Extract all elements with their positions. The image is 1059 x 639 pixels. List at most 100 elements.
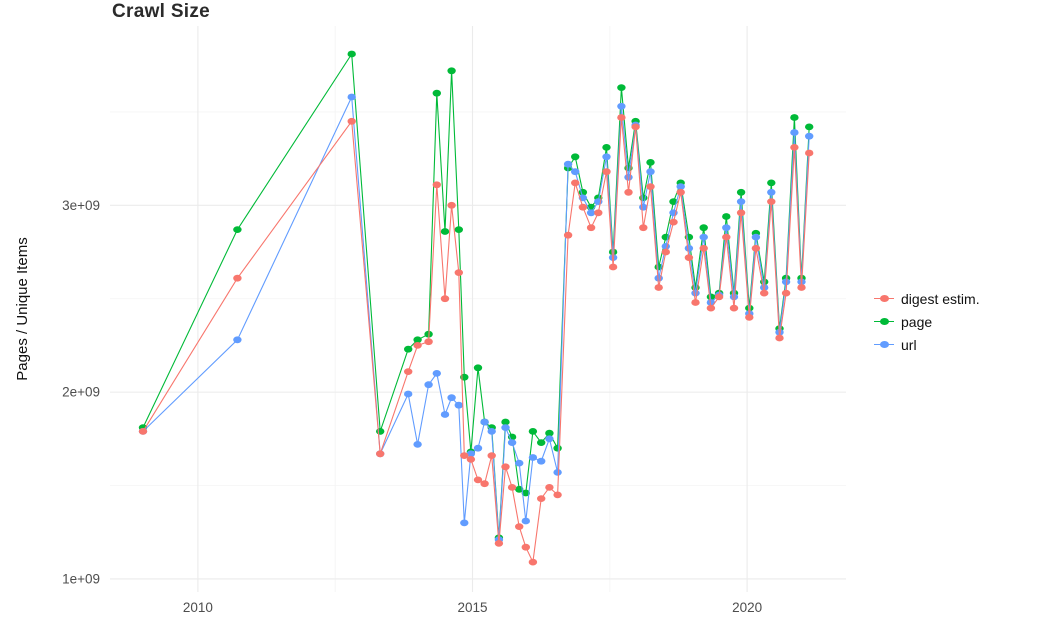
legend-label-url: url	[901, 336, 917, 353]
data-point-page	[515, 485, 524, 493]
data-point-digest-estim	[654, 284, 663, 291]
data-point-digest-estim	[760, 289, 769, 297]
legend-dot-icon	[880, 295, 889, 302]
data-point-digest-estim	[736, 209, 746, 217]
data-point-url	[624, 173, 633, 181]
data-point-url	[233, 336, 242, 344]
data-point-url	[805, 132, 814, 140]
data-point-digest-estim	[494, 540, 504, 547]
data-point-digest-estim	[805, 149, 814, 157]
data-point-page	[521, 489, 530, 497]
data-point-digest-estim	[460, 452, 469, 459]
data-point-digest-estim	[376, 450, 385, 458]
data-point-url	[736, 198, 746, 206]
data-point-page	[553, 444, 562, 452]
legend-key	[874, 292, 894, 306]
data-point-digest-estim	[447, 201, 456, 209]
data-point-digest-estim	[545, 484, 554, 491]
data-point-digest-estim	[578, 203, 588, 211]
data-point-digest-estim	[440, 295, 450, 303]
data-point-url	[447, 394, 456, 402]
data-point-url	[454, 401, 463, 409]
data-point-url	[507, 439, 517, 446]
data-point-url	[602, 153, 611, 161]
data-point-digest-estim	[714, 293, 724, 301]
data-point-digest-estim	[646, 183, 655, 191]
data-point-digest-estim	[571, 179, 580, 187]
data-point-digest-estim	[745, 314, 754, 321]
legend-label-page: page	[901, 313, 933, 330]
data-point-url	[790, 129, 799, 136]
data-point-url	[537, 457, 546, 465]
data-point-digest-estim	[432, 181, 441, 189]
data-point-page	[805, 123, 814, 131]
legend-label-digest-estim: digest estim.	[901, 290, 980, 307]
data-point-digest-estim	[729, 304, 739, 312]
data-point-digest-estim	[528, 558, 538, 566]
legend: digest estim. page url	[874, 287, 980, 356]
data-point-digest-estim	[501, 463, 510, 471]
data-point-url	[691, 289, 700, 297]
series-line-url	[142, 94, 810, 540]
data-point-digest-estim	[706, 304, 716, 312]
data-point-url	[646, 168, 655, 176]
data-point-digest-estim	[454, 269, 463, 276]
data-point-page	[646, 159, 655, 166]
data-point-url	[460, 519, 469, 527]
data-point-digest-estim	[480, 480, 489, 488]
data-point-digest-estim	[594, 209, 603, 217]
legend-key	[874, 315, 894, 329]
data-point-digest-estim	[586, 224, 596, 232]
data-point-digest-estim	[751, 244, 761, 252]
data-point-page	[617, 84, 626, 91]
data-point-digest-estim	[624, 188, 633, 196]
data-point-digest-estim	[775, 334, 784, 342]
data-point-digest-estim	[691, 299, 700, 306]
data-point-digest-estim	[661, 248, 670, 256]
data-point-url	[424, 381, 433, 389]
data-point-page	[347, 50, 356, 58]
data-point-url	[571, 168, 580, 176]
data-point-page	[571, 153, 580, 161]
data-point-digest-estim	[553, 491, 562, 499]
data-point-page	[537, 439, 546, 446]
data-point-digest-estim	[138, 428, 148, 435]
data-point-url	[586, 209, 596, 217]
data-point-page	[233, 226, 242, 234]
data-point-page	[413, 336, 422, 344]
data-point-url	[767, 188, 776, 196]
data-point-digest-estim	[608, 263, 618, 271]
data-point-page	[767, 179, 776, 187]
data-point-page	[432, 89, 441, 97]
data-point-digest-estim	[631, 123, 640, 131]
data-point-digest-estim	[233, 274, 242, 282]
data-point-digest-estim	[790, 144, 799, 151]
data-point-url	[487, 428, 496, 435]
data-point-url	[751, 233, 761, 241]
y-axis-label: Pages / Unique Items	[14, 237, 31, 381]
data-point-digest-estim	[507, 484, 517, 491]
data-point-page	[545, 429, 554, 437]
data-point-digest-estim	[669, 218, 678, 226]
x-tick-label: 2015	[457, 600, 487, 615]
data-point-page	[376, 428, 385, 435]
data-point-url	[480, 418, 489, 426]
legend-item-page: page	[874, 310, 980, 333]
data-point-digest-estim	[797, 284, 806, 291]
data-point-url	[781, 278, 791, 286]
data-point-digest-estim	[424, 338, 433, 346]
data-point-digest-estim	[639, 224, 648, 232]
data-point-digest-estim	[466, 456, 476, 463]
y-tick-label: 3e+09	[62, 198, 100, 213]
legend-key	[874, 338, 894, 352]
data-point-page	[699, 224, 708, 232]
data-point-page	[602, 144, 611, 151]
data-point-digest-estim	[537, 495, 546, 502]
data-point-digest-estim	[413, 342, 422, 349]
data-point-url	[706, 299, 716, 306]
data-point-page	[454, 226, 463, 234]
data-point-url	[729, 293, 739, 301]
data-point-page	[440, 228, 450, 235]
data-point-url	[699, 233, 708, 241]
